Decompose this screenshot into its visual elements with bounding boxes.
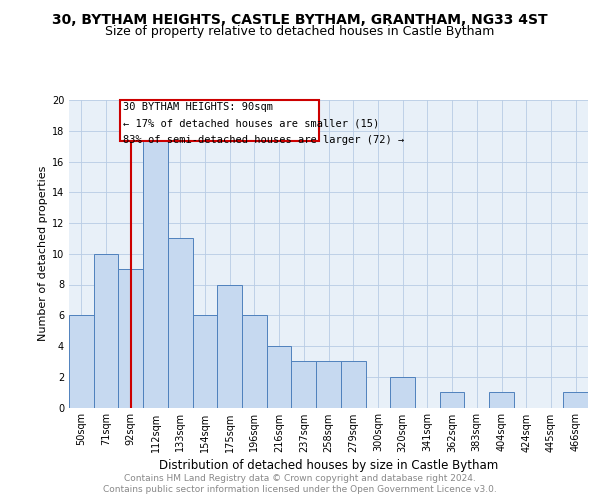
Bar [118,269,143,407]
Bar [119,100,319,140]
Bar [390,377,415,408]
Bar [242,316,267,408]
Bar [267,346,292,408]
Bar [94,254,118,408]
Text: Size of property relative to detached houses in Castle Bytham: Size of property relative to detached ho… [106,25,494,38]
Text: 83% of semi-detached houses are larger (72) →: 83% of semi-detached houses are larger (… [124,134,404,144]
Bar [217,284,242,408]
Bar [193,316,217,408]
Bar [143,130,168,407]
Bar [341,362,365,408]
X-axis label: Distribution of detached houses by size in Castle Bytham: Distribution of detached houses by size … [159,458,498,471]
Bar [489,392,514,407]
Bar [440,392,464,407]
Text: Contains public sector information licensed under the Open Government Licence v3: Contains public sector information licen… [103,485,497,494]
Text: ← 17% of detached houses are smaller (15): ← 17% of detached houses are smaller (15… [124,118,380,128]
Text: 30 BYTHAM HEIGHTS: 90sqm: 30 BYTHAM HEIGHTS: 90sqm [124,102,274,113]
Y-axis label: Number of detached properties: Number of detached properties [38,166,47,342]
Bar [292,362,316,408]
Bar [316,362,341,408]
Bar [563,392,588,407]
Bar [168,238,193,408]
Bar [69,316,94,408]
Text: Contains HM Land Registry data © Crown copyright and database right 2024.: Contains HM Land Registry data © Crown c… [124,474,476,483]
Text: 30, BYTHAM HEIGHTS, CASTLE BYTHAM, GRANTHAM, NG33 4ST: 30, BYTHAM HEIGHTS, CASTLE BYTHAM, GRANT… [52,12,548,26]
